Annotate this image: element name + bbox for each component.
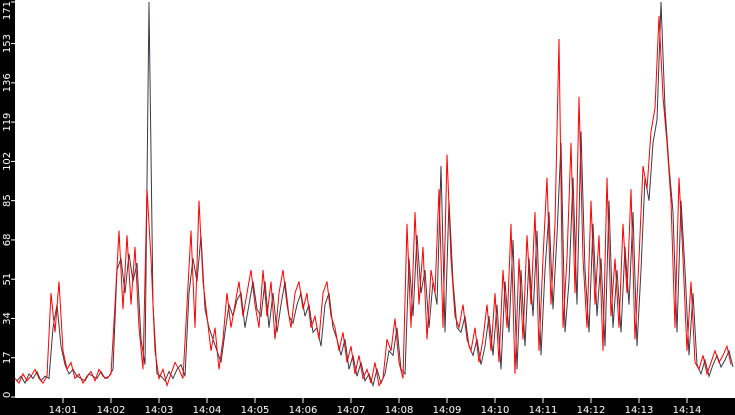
x-tick-label: 14:04 (193, 405, 222, 415)
x-axis-bar (0, 398, 735, 415)
y-tick-label: 51 (2, 273, 13, 286)
y-tick-label: 0 (2, 392, 13, 398)
x-tick-label: 14:14 (673, 405, 702, 415)
y-tick-label: 68 (2, 234, 13, 247)
x-tick-label: 14:08 (385, 405, 414, 415)
x-tick-label: 14:12 (577, 405, 606, 415)
y-tick-label: 119 (2, 113, 13, 132)
y-tick-label: 34 (2, 312, 13, 325)
y-axis-bar (0, 0, 15, 415)
x-tick-label: 14:07 (337, 405, 366, 415)
x-tick-label: 14:10 (481, 405, 510, 415)
x-tick-label: 14:01 (49, 405, 78, 415)
x-tick-label: 14:13 (625, 405, 654, 415)
x-tick-label: 14:02 (97, 405, 126, 415)
x-tick-label: 14:11 (529, 405, 558, 415)
y-tick-label: 153 (2, 34, 13, 53)
x-tick-label: 14:09 (433, 405, 462, 415)
series-line-0 (16, 1, 734, 388)
y-tick-label: 171 (2, 1, 13, 20)
y-tick-label: 17 (2, 351, 13, 364)
y-tick-label: 85 (2, 194, 13, 207)
series-line-1 (14, 15, 732, 388)
y-tick-label: 136 (2, 73, 13, 92)
x-tick-label: 14:05 (241, 405, 270, 415)
x-tick-label: 14:06 (289, 405, 318, 415)
y-tick-label: 102 (2, 152, 13, 171)
x-tick-label: 14:03 (145, 405, 174, 415)
